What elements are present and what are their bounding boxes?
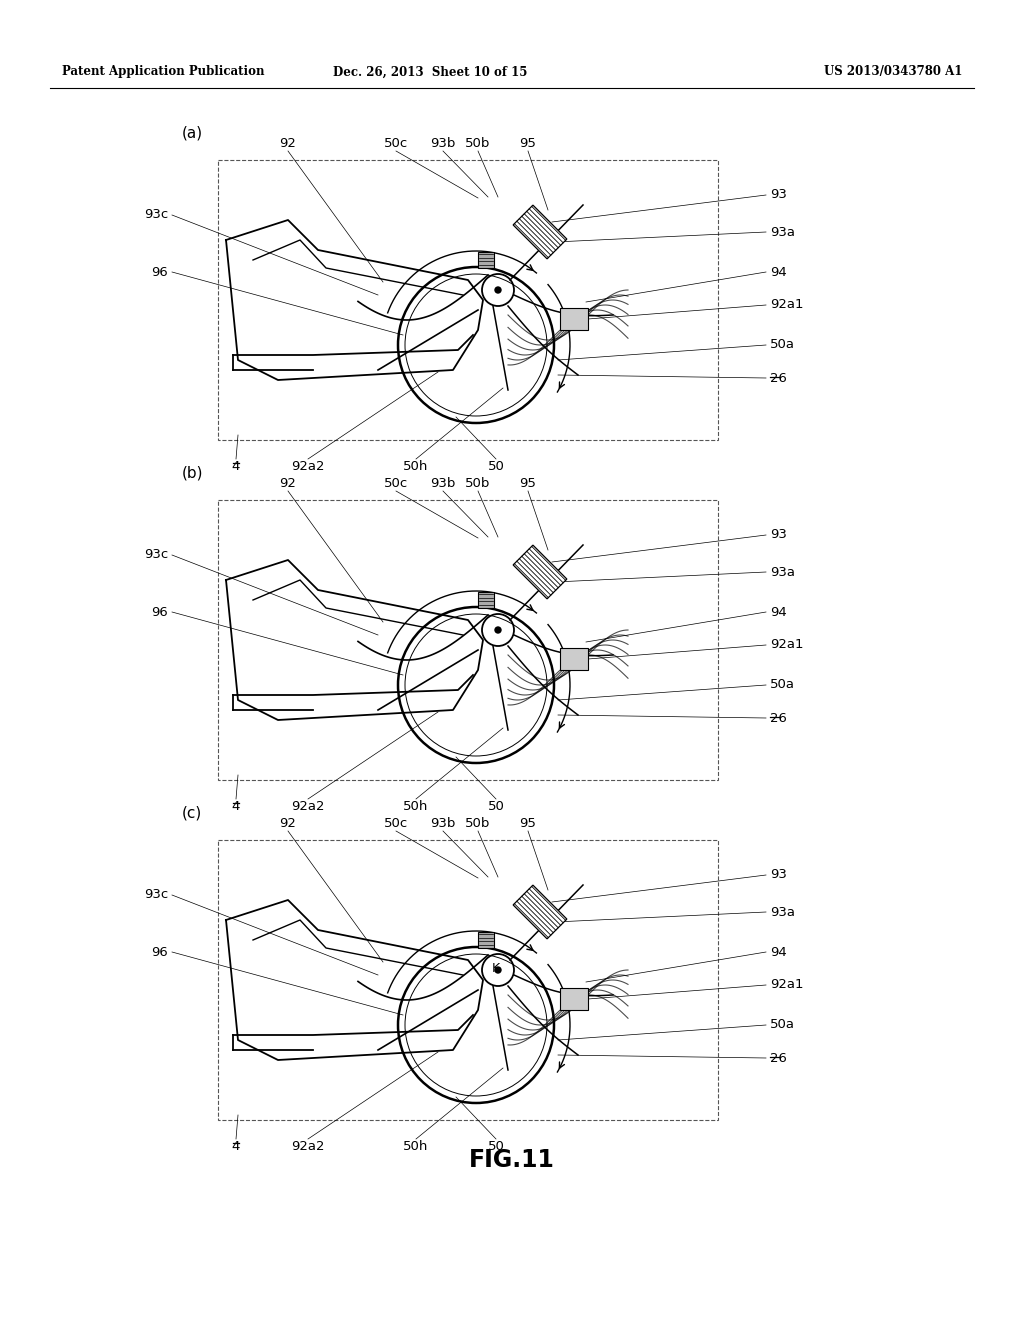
Circle shape: [495, 286, 501, 293]
Text: 4: 4: [231, 459, 241, 473]
Text: 92a2: 92a2: [291, 800, 325, 813]
Text: 96: 96: [152, 606, 168, 619]
Text: 93a: 93a: [770, 565, 795, 578]
Bar: [218, 840, 718, 1119]
Bar: [478, 252, 494, 268]
Polygon shape: [513, 205, 567, 259]
Text: US 2013/0343780 A1: US 2013/0343780 A1: [823, 66, 962, 78]
Circle shape: [495, 968, 501, 973]
Text: 92a1: 92a1: [770, 639, 804, 652]
Text: 92a1: 92a1: [770, 978, 804, 991]
Text: 93c: 93c: [143, 209, 168, 222]
Text: 26: 26: [770, 1052, 786, 1064]
Text: Dec. 26, 2013  Sheet 10 of 15: Dec. 26, 2013 Sheet 10 of 15: [333, 66, 527, 78]
Text: FIG.11: FIG.11: [469, 1148, 555, 1172]
Text: 93b: 93b: [430, 477, 456, 490]
Polygon shape: [513, 886, 567, 939]
Text: (c): (c): [182, 805, 203, 820]
Text: 4: 4: [231, 800, 241, 813]
Text: 93c: 93c: [143, 549, 168, 561]
Text: 92a2: 92a2: [291, 459, 325, 473]
Text: 50b: 50b: [465, 137, 490, 150]
Text: 50c: 50c: [384, 137, 409, 150]
Text: 50b: 50b: [465, 817, 490, 830]
Text: Patent Application Publication: Patent Application Publication: [62, 66, 264, 78]
Text: 50: 50: [487, 1140, 505, 1152]
Polygon shape: [513, 545, 567, 599]
Text: K: K: [492, 961, 500, 974]
Text: 50a: 50a: [770, 1019, 795, 1031]
Text: 93b: 93b: [430, 137, 456, 150]
Text: 95: 95: [519, 137, 537, 150]
Text: 92: 92: [280, 137, 296, 150]
Text: 50c: 50c: [384, 817, 409, 830]
Text: 50h: 50h: [403, 800, 429, 813]
Text: 50c: 50c: [384, 477, 409, 490]
Text: 96: 96: [152, 945, 168, 958]
Text: 93: 93: [770, 869, 786, 882]
Text: 50h: 50h: [403, 1140, 429, 1152]
Text: (a): (a): [182, 125, 203, 140]
Text: (b): (b): [182, 465, 204, 480]
Text: 26: 26: [770, 371, 786, 384]
Bar: [478, 932, 494, 948]
Text: 96: 96: [152, 265, 168, 279]
Text: 93: 93: [770, 528, 786, 541]
Text: 26: 26: [770, 711, 786, 725]
Text: 50a: 50a: [770, 678, 795, 692]
Bar: [218, 500, 718, 780]
Text: 94: 94: [770, 945, 786, 958]
Text: 92: 92: [280, 817, 296, 830]
Text: 50a: 50a: [770, 338, 795, 351]
Bar: [560, 648, 588, 671]
Circle shape: [495, 627, 501, 634]
Text: 50: 50: [487, 459, 505, 473]
Text: 93a: 93a: [770, 226, 795, 239]
Bar: [478, 591, 494, 609]
Text: 94: 94: [770, 606, 786, 619]
Bar: [560, 308, 588, 330]
Text: 93c: 93c: [143, 888, 168, 902]
Text: 4: 4: [231, 1140, 241, 1152]
Text: 94: 94: [770, 265, 786, 279]
Text: 95: 95: [519, 477, 537, 490]
Text: 50: 50: [487, 800, 505, 813]
Text: 95: 95: [519, 817, 537, 830]
Bar: [560, 987, 588, 1010]
Bar: [218, 160, 718, 440]
Text: 92a2: 92a2: [291, 1140, 325, 1152]
Text: 50h: 50h: [403, 459, 429, 473]
Text: 50b: 50b: [465, 477, 490, 490]
Text: 93a: 93a: [770, 906, 795, 919]
Text: 92a1: 92a1: [770, 298, 804, 312]
Text: 93: 93: [770, 189, 786, 202]
Text: 92: 92: [280, 477, 296, 490]
Text: 93b: 93b: [430, 817, 456, 830]
